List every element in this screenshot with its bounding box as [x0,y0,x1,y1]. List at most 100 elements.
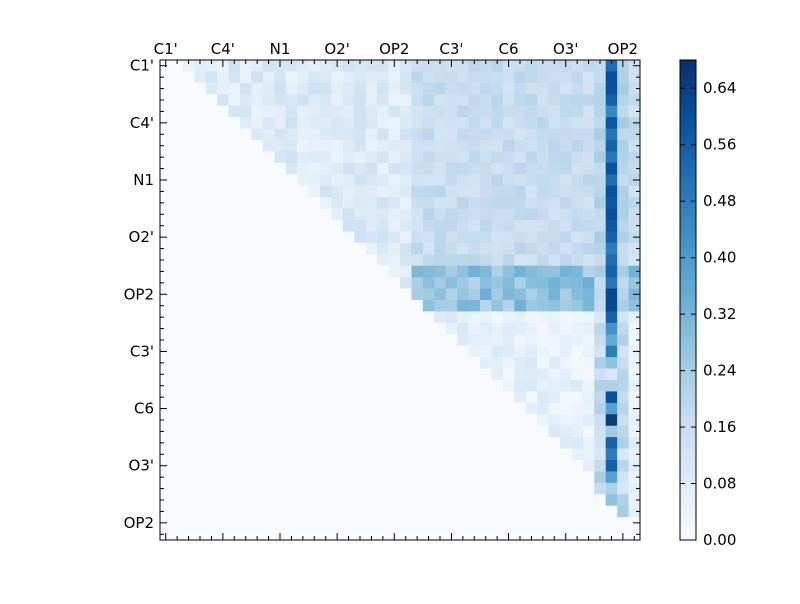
heatmap-cell [308,242,321,255]
heatmap-cell [205,425,218,438]
heatmap-cell [205,517,218,529]
heatmap-cell [594,471,607,484]
heatmap-cell [274,197,287,209]
heatmap-cell [594,311,607,324]
heatmap-cell [514,231,527,244]
heatmap-cell [285,105,298,118]
heatmap-cell [548,437,561,449]
heatmap-cell [537,185,549,198]
heatmap-cell [468,471,481,484]
heatmap-cell [400,425,412,438]
heatmap-cell [560,265,572,278]
heatmap-cell [560,517,572,529]
heatmap-cell [502,162,515,175]
heatmap-cell [582,494,595,507]
y-tick-label: OP2 [124,285,154,303]
heatmap-cell [160,391,172,404]
heatmap-cell [480,117,492,129]
colorbar-segment [680,60,696,65]
heatmap-cell [445,357,458,369]
colorbar-segment [680,388,696,393]
heatmap-cell [480,128,492,141]
heatmap-cell [457,117,469,129]
heatmap-cell [217,71,229,84]
heatmap-cell [160,311,172,324]
heatmap-cell [308,368,321,381]
heatmap-cell [217,117,229,129]
colorbar-segment [680,344,696,349]
heatmap-cell [605,140,618,152]
colorbar-segment [680,276,696,281]
heatmap-cell [320,117,332,129]
heatmap-cell [331,288,344,301]
heatmap-cell [445,391,458,404]
heatmap-cell [480,105,492,118]
heatmap-cell [377,460,389,472]
heatmap-cell [171,380,184,392]
heatmap-cell [262,414,275,427]
heatmap-cell [160,197,172,209]
heatmap-cell [228,105,241,118]
heatmap-cell [228,94,241,107]
heatmap-cell [171,471,184,484]
heatmap-cell [514,380,527,392]
heatmap-cell [548,82,561,95]
heatmap-cell [502,471,515,484]
heatmap-cell [171,128,184,141]
heatmap-cell [491,242,504,255]
heatmap-cell [262,311,275,324]
heatmap-cell [171,140,184,152]
heatmap-cell [285,345,298,358]
heatmap-cell [594,128,607,141]
heatmap-cell [525,414,538,427]
heatmap-cell [354,151,367,164]
heatmap-cell [422,231,435,244]
heatmap-cell [308,82,321,95]
heatmap-cell [537,391,549,404]
heatmap-cell [560,460,572,472]
heatmap-cell [548,151,561,164]
colorbar-segment [680,104,696,109]
heatmap-cell [525,528,538,541]
heatmap-cell [377,471,389,484]
heatmap-cell [457,185,469,198]
heatmap-cell [251,277,264,289]
heatmap-cell [251,448,264,461]
heatmap-cell [537,494,549,507]
heatmap-cell [228,311,241,324]
heatmap-cell [205,288,218,301]
heatmap-cell [240,277,252,289]
heatmap-cell [445,265,458,278]
heatmap-cell [628,128,641,141]
heatmap-cell [400,300,412,312]
heatmap-cell [582,517,595,529]
heatmap-cell [434,311,447,324]
heatmap-cell [400,117,412,129]
heatmap-cell [217,231,229,244]
heatmap-cell [548,197,561,209]
heatmap-cell [560,117,572,129]
heatmap-cell [560,494,572,507]
heatmap-cell [411,528,424,541]
heatmap-cell [251,460,264,472]
heatmap-cell [217,254,229,267]
heatmap-cell [422,460,435,472]
heatmap-cell [434,380,447,392]
heatmap-cell [182,105,195,118]
heatmap-cell [240,368,252,381]
heatmap-cell [457,242,469,255]
heatmap-cell [617,128,629,141]
heatmap-cell [434,208,447,221]
heatmap-cell [457,402,469,415]
heatmap-cell [571,357,584,369]
colorbar-segment [680,528,696,533]
heatmap-cell [297,60,309,72]
heatmap-cell [480,357,492,369]
heatmap-cell [308,288,321,301]
heatmap-cell [457,345,469,358]
heatmap-cell [457,60,469,72]
heatmap-cell [240,311,252,324]
colorbar-segment [680,440,696,445]
heatmap-cell [514,437,527,449]
